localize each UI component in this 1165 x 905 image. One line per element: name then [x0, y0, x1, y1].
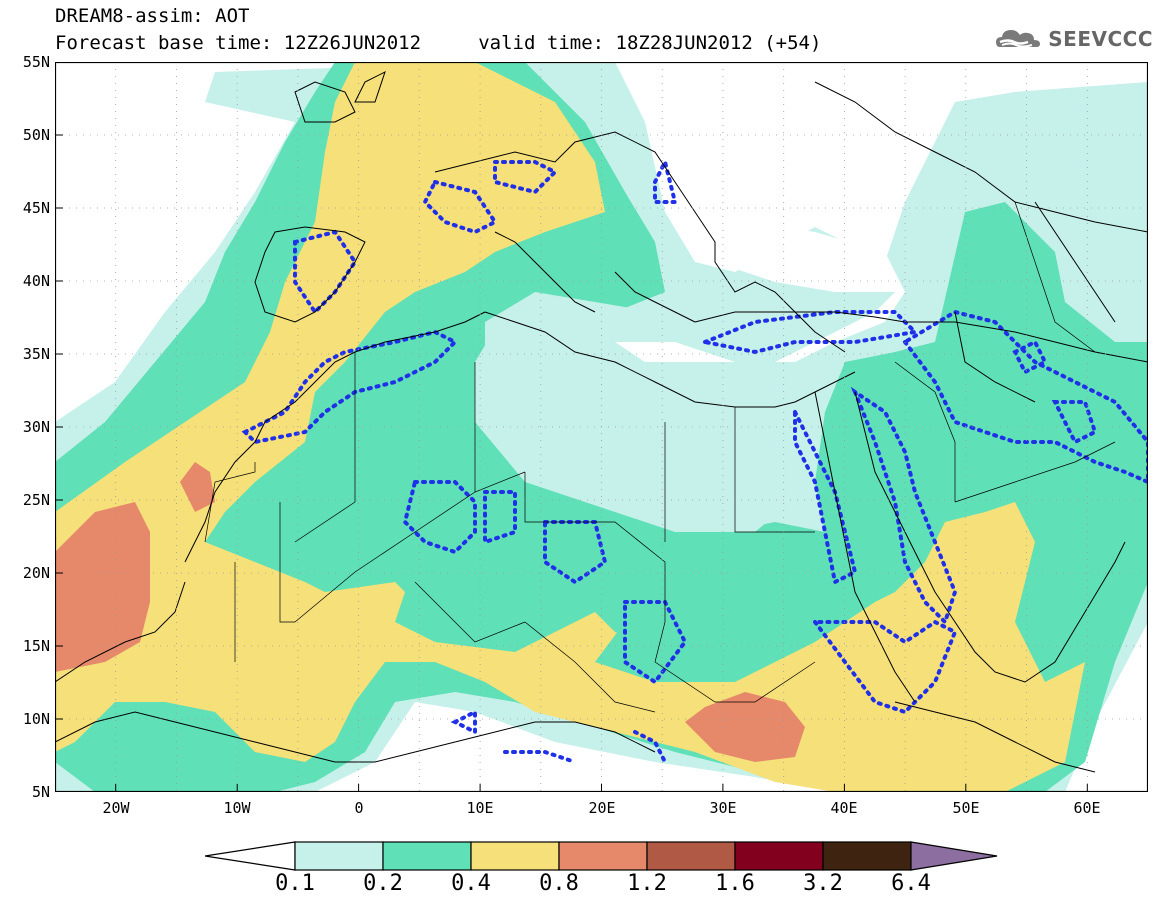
- lon-label: 10E: [466, 799, 494, 817]
- colorbar-segment: [646, 841, 736, 871]
- tick-marks: [55, 134, 1088, 792]
- colorbar-segment: [910, 841, 998, 871]
- colorbar-label: 1.2: [627, 871, 667, 896]
- graticule: [55, 62, 1148, 792]
- lat-label: 55N: [22, 53, 50, 71]
- colorbar-segment: [822, 841, 912, 871]
- lat-label: 15N: [22, 637, 50, 655]
- colorbar-segment: [558, 841, 648, 871]
- borders: [204, 201, 1116, 713]
- lat-label: 20N: [22, 564, 50, 582]
- cloud-logo-icon: [996, 30, 1041, 48]
- colorbar-label: 0.1: [275, 871, 315, 896]
- colorbar: [205, 841, 998, 871]
- lon-label: 10W: [223, 799, 251, 817]
- lon-label: 20E: [588, 799, 616, 817]
- colorbar-segment: [382, 841, 472, 871]
- aot-0.8-area-sudan: [685, 692, 805, 762]
- colorbar-label: 6.4: [891, 871, 931, 896]
- map-title: DREAM8-assim: AOT: [55, 5, 250, 27]
- lon-label: 40E: [830, 799, 858, 817]
- aot-0.8-area-mauritania: [55, 502, 150, 672]
- map-area: [55, 62, 1148, 792]
- brand-name: SEEVCCC: [1048, 27, 1153, 51]
- lon-label: 50E: [952, 799, 980, 817]
- lat-label: 50N: [22, 126, 50, 144]
- colorbar-label: 1.6: [715, 871, 755, 896]
- aot-0.8-area-morocco: [180, 462, 215, 512]
- aot-0.4-area-west: [55, 62, 1085, 792]
- colorbar-label: 0.2: [363, 871, 403, 896]
- lat-label: 35N: [22, 345, 50, 363]
- aot-0.1-area-libya: [485, 292, 825, 532]
- colorbar-segment: [470, 841, 560, 871]
- lat-label: 30N: [22, 418, 50, 436]
- lat-label: 40N: [22, 272, 50, 290]
- colorbar-segment: [294, 841, 384, 871]
- colorbar-label: 0.4: [451, 871, 491, 896]
- lat-label: 5N: [31, 783, 50, 801]
- colorbar-segment: [734, 841, 824, 871]
- lat-label: 10N: [22, 710, 50, 728]
- aot-0.2-area-sahara: [255, 362, 845, 652]
- clear-sky-area: [615, 222, 905, 362]
- lon-label: 0: [354, 799, 364, 817]
- lon-label: 30E: [709, 799, 737, 817]
- coastlines: [55, 71, 1148, 773]
- brand-logo: SEEVCCC: [994, 24, 1153, 54]
- lat-label: 25N: [22, 491, 50, 509]
- colorbar-segment: [205, 841, 296, 871]
- map-border: [55, 62, 1148, 792]
- colorbar-label: 3.2: [803, 871, 843, 896]
- forecast-times: Forecast base time: 12Z26JUN2012 valid t…: [55, 32, 822, 54]
- lon-label: 60E: [1073, 799, 1101, 817]
- colorbar-label: 0.8: [539, 871, 579, 896]
- lon-label: 20W: [102, 799, 130, 817]
- lat-label: 45N: [22, 199, 50, 217]
